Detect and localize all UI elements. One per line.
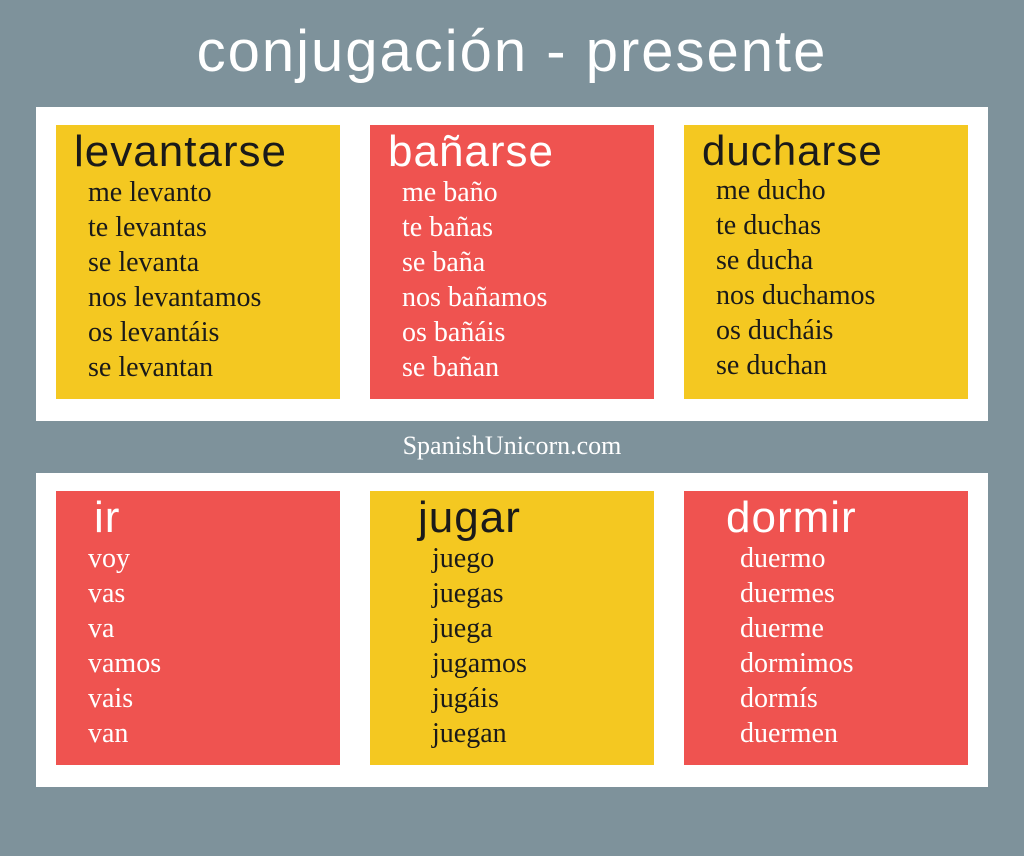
- verb-title: jugar: [388, 495, 640, 541]
- verb-form: voy: [88, 541, 326, 576]
- verb-row-1: levantarse me levanto te levantas se lev…: [36, 107, 988, 421]
- verb-forms: juego juegas juega jugamos jugáis juegan: [388, 541, 640, 751]
- verb-form: juega: [432, 611, 640, 646]
- verb-form: te bañas: [402, 210, 640, 245]
- verb-form: me levanto: [88, 175, 326, 210]
- verb-card-jugar: jugar juego juegas juega jugamos jugáis …: [370, 491, 654, 765]
- verb-row-2: ir voy vas va vamos vais van jugar juego…: [36, 473, 988, 787]
- verb-forms: me baño te bañas se baña nos bañamos os …: [388, 175, 640, 385]
- verb-form: te levantas: [88, 210, 326, 245]
- verb-forms: me levanto te levantas se levanta nos le…: [74, 175, 326, 385]
- verb-form: juego: [432, 541, 640, 576]
- verb-form: vais: [88, 681, 326, 716]
- verb-form: nos bañamos: [402, 280, 640, 315]
- verb-form: jugamos: [432, 646, 640, 681]
- verb-form: se ducha: [716, 243, 954, 278]
- verb-title: bañarse: [388, 129, 640, 175]
- page-title: conjugación - presente: [0, 0, 1024, 85]
- verb-form: juegas: [432, 576, 640, 611]
- verb-form: jugáis: [432, 681, 640, 716]
- verb-title: ducharse: [702, 129, 954, 173]
- verb-forms: duermo duermes duerme dormimos dormís du…: [702, 541, 954, 751]
- verb-title: levantarse: [74, 129, 326, 175]
- verb-card-levantarse: levantarse me levanto te levantas se lev…: [56, 125, 340, 399]
- verb-form: vamos: [88, 646, 326, 681]
- verb-form: te duchas: [716, 208, 954, 243]
- verb-form: van: [88, 716, 326, 751]
- verb-form: dormís: [740, 681, 954, 716]
- verb-form: duermen: [740, 716, 954, 751]
- verb-form: duerme: [740, 611, 954, 646]
- verb-form: va: [88, 611, 326, 646]
- verb-form: se baña: [402, 245, 640, 280]
- verb-card-ducharse: ducharse me ducho te duchas se ducha nos…: [684, 125, 968, 399]
- verb-form: me ducho: [716, 173, 954, 208]
- verb-form: me baño: [402, 175, 640, 210]
- verb-form: se duchan: [716, 348, 954, 383]
- verb-form: se levantan: [88, 350, 326, 385]
- verb-form: se bañan: [402, 350, 640, 385]
- verb-form: duermo: [740, 541, 954, 576]
- verb-card-dormir: dormir duermo duermes duerme dormimos do…: [684, 491, 968, 765]
- verb-form: nos duchamos: [716, 278, 954, 313]
- verb-card-banarse: bañarse me baño te bañas se baña nos bañ…: [370, 125, 654, 399]
- verb-form: dormimos: [740, 646, 954, 681]
- verb-form: os ducháis: [716, 313, 954, 348]
- verb-forms: me ducho te duchas se ducha nos duchamos…: [702, 173, 954, 383]
- verb-forms: voy vas va vamos vais van: [74, 541, 326, 751]
- verb-form: os levantáis: [88, 315, 326, 350]
- verb-card-ir: ir voy vas va vamos vais van: [56, 491, 340, 765]
- verb-form: se levanta: [88, 245, 326, 280]
- verb-form: os bañáis: [402, 315, 640, 350]
- verb-title: ir: [74, 495, 326, 541]
- verb-form: nos levantamos: [88, 280, 326, 315]
- verb-form: duermes: [740, 576, 954, 611]
- verb-form: juegan: [432, 716, 640, 751]
- verb-form: vas: [88, 576, 326, 611]
- verb-title: dormir: [702, 495, 954, 541]
- site-credit: SpanishUnicorn.com: [0, 421, 1024, 473]
